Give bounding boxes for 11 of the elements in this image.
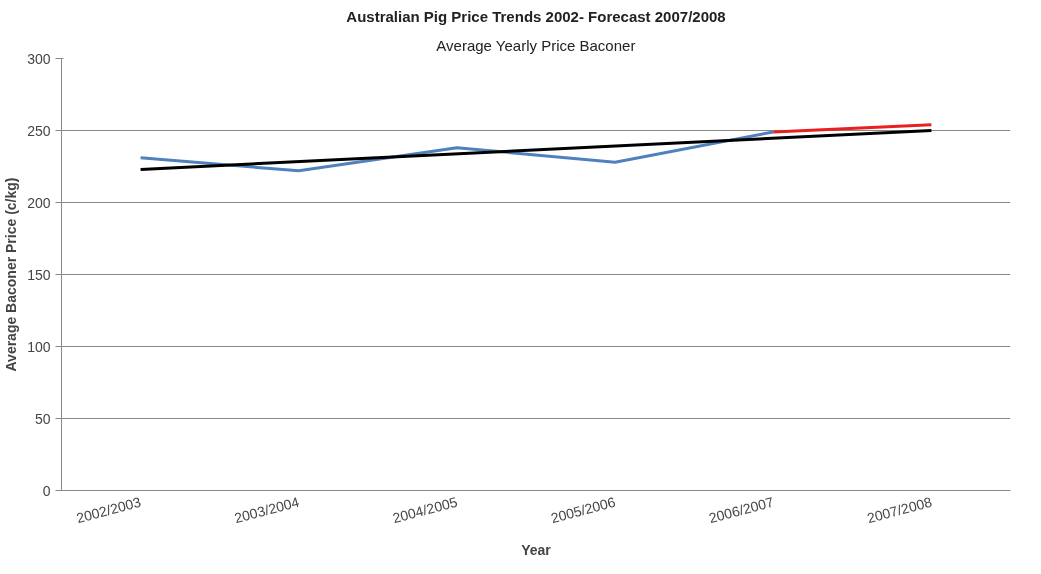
y-tick-label: 100 <box>27 338 51 355</box>
y-tick-label: 300 <box>27 50 51 67</box>
y-tick-label: 200 <box>27 194 51 211</box>
chart-subtitle: Average Yearly Price Baconer <box>436 36 636 54</box>
chart-title: Australian Pig Price Trends 2002- Forecast 2007/2008 <box>346 7 726 25</box>
y-tick-label: 150 <box>27 266 51 283</box>
x-axis-title: Year <box>521 541 552 558</box>
y-tick-label: 0 <box>42 482 51 499</box>
y-axis-title: Average Baconer Price (c/kg) <box>3 177 20 372</box>
y-tick-label: 50 <box>34 410 51 427</box>
y-tick-label: 250 <box>27 122 51 139</box>
